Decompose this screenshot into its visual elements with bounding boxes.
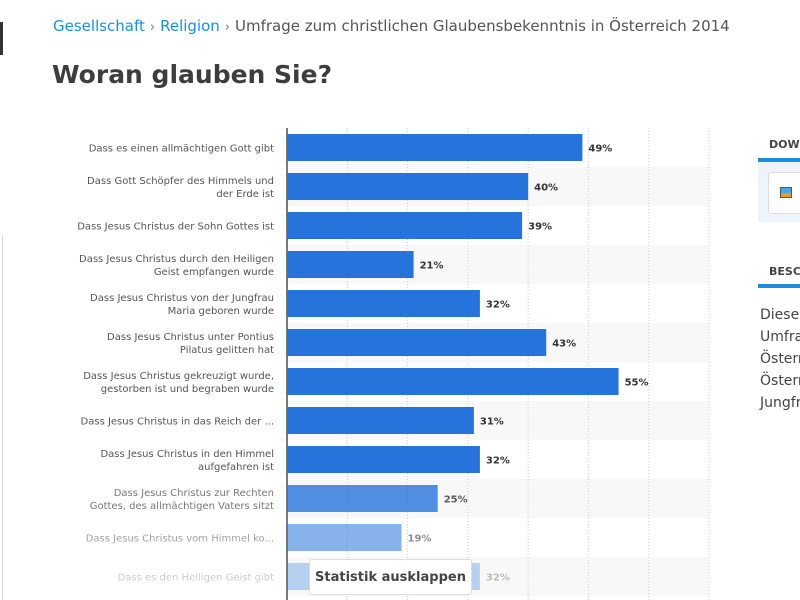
heading-underline (758, 284, 800, 288)
chevron-right-icon: › (224, 20, 230, 35)
bar[interactable] (287, 251, 414, 278)
data-label: 40% (534, 183, 558, 194)
expand-statistic-button[interactable]: Statistik ausklappen (309, 559, 472, 595)
category-label: Dass Jesus Christus in das Reich der ... (81, 417, 274, 428)
category-label: Dass Jesus Christus durch den Heiligen Ge… (79, 254, 274, 278)
data-label: 31% (480, 417, 504, 428)
category-label: Dass Jesus Christus zur Rechten Gottes, d… (90, 488, 274, 512)
category-label: Dass Jesus Christus von der Jungfrau Mari… (90, 293, 274, 317)
category-label: Dass Jesus Christus der Sohn Gottes ist (77, 222, 274, 233)
data-label: 32% (486, 573, 510, 584)
description-text: Diese Umfra Östern Östern Jungfr (760, 304, 800, 414)
category-label: Dass Jesus Christus vom Himmel ko... (86, 534, 274, 545)
data-label: 19% (408, 534, 432, 545)
data-label: 32% (486, 456, 510, 467)
data-label: 55% (625, 378, 649, 389)
description-line: Umfra (760, 329, 800, 345)
bar[interactable] (287, 485, 438, 512)
breadcrumb-religion[interactable]: Religion (160, 17, 220, 35)
description-line: Östern (760, 373, 800, 389)
page-title: Woran glauben Sie? (52, 60, 333, 89)
data-label: 25% (444, 495, 468, 506)
bar[interactable] (287, 368, 619, 395)
description-heading: BESC (769, 265, 800, 278)
bar[interactable] (287, 329, 547, 356)
category-label: Dass Jesus Christus in den Himmel aufgefa… (100, 449, 274, 473)
category-label: Dass Gott Schöpfer des Himmels und der Er… (87, 176, 274, 200)
window-edge (0, 22, 3, 55)
download-heading: DOW (769, 138, 800, 151)
divider (2, 235, 3, 600)
data-label: 49% (588, 144, 612, 155)
breadcrumb: Gesellschaft › Religion › Umfrage zum christ… (53, 17, 730, 35)
breadcrumb-current: Umfrage zum christlichen Glaubensbekennt… (234, 17, 730, 35)
data-label: 32% (486, 300, 510, 311)
bar-chart: 49% Dass es einen allmächtigen Gott gibt 4… (77, 128, 710, 600)
description-line: Diese (760, 307, 800, 323)
bar[interactable] (287, 134, 583, 161)
bar[interactable] (287, 290, 480, 317)
bar[interactable] (287, 407, 474, 434)
category-label: Dass Jesus Christus unter Pontius Pilatus… (107, 332, 274, 356)
data-label: 43% (552, 339, 576, 350)
heading-underline (758, 158, 800, 162)
chevron-right-icon: › (149, 20, 156, 35)
image-icon (780, 187, 792, 198)
data-label: 39% (528, 222, 552, 233)
bar[interactable] (287, 173, 529, 200)
category-label: Dass es einen allmächtigen Gott gibt (89, 144, 274, 155)
data-label: 21% (420, 261, 444, 272)
description-line: Jungfr (760, 395, 800, 411)
bar[interactable] (287, 212, 523, 239)
bar[interactable] (287, 446, 480, 473)
breadcrumb-gesellschaft[interactable]: Gesellschaft (53, 17, 145, 35)
category-label: Dass es den Heiligen Geist gibt (118, 573, 274, 584)
bar[interactable] (287, 524, 402, 551)
description-line: Östern (760, 351, 800, 367)
category-label: Dass Jesus Christus gekreuzigt wurde, ges… (83, 371, 274, 395)
